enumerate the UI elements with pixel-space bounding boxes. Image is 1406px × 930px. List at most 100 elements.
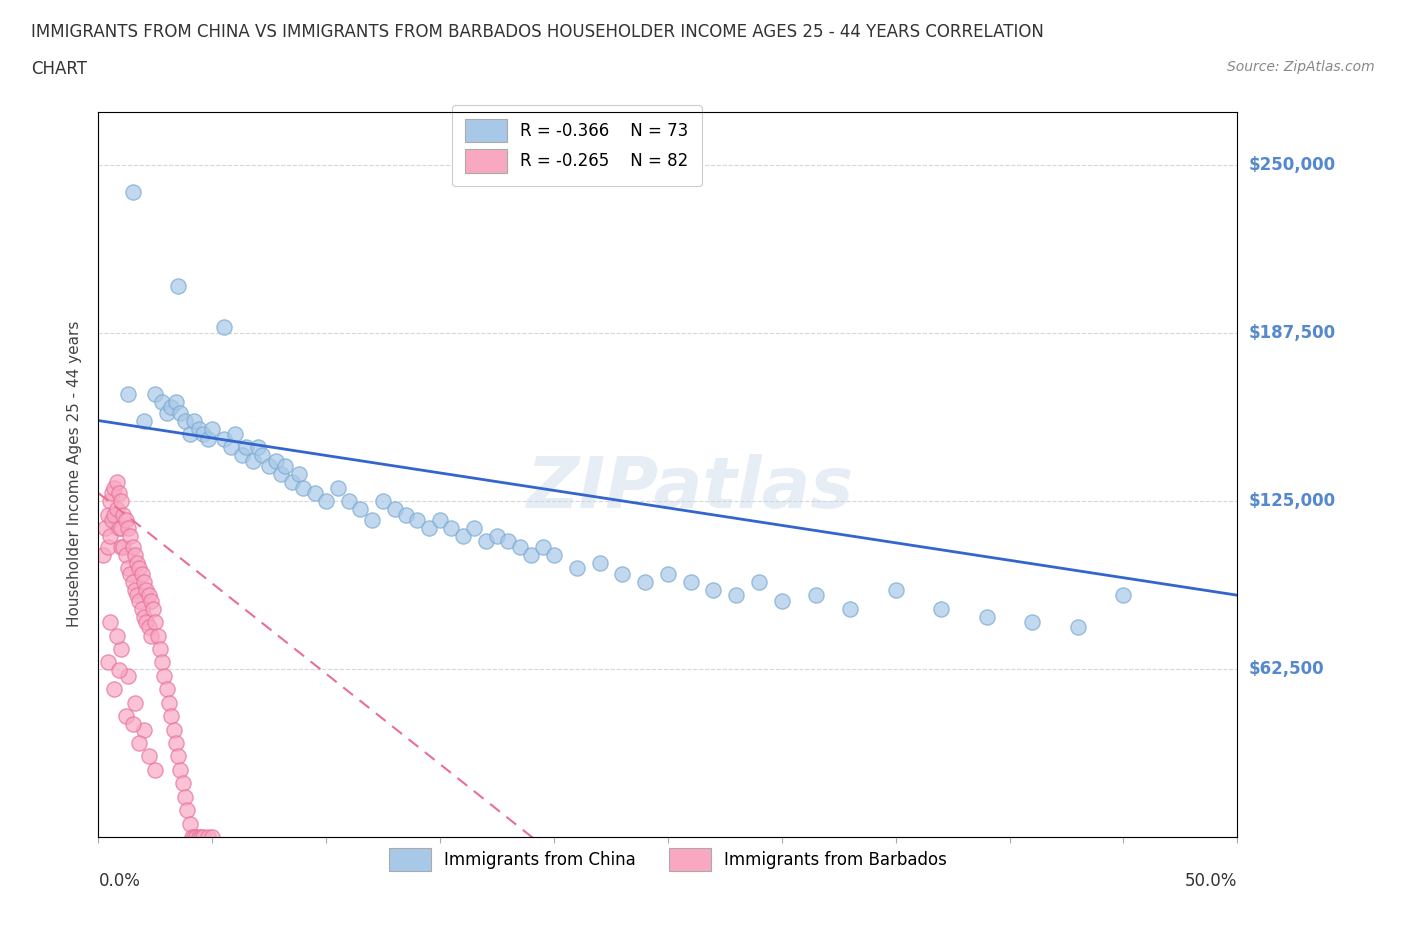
Point	[149, 642, 172, 657]
Point	[429, 512, 451, 527]
Point	[110, 521, 132, 536]
Point	[145, 615, 167, 630]
Point	[98, 494, 121, 509]
Point	[219, 440, 242, 455]
Point	[531, 539, 554, 554]
Point	[108, 485, 131, 500]
Text: CHART: CHART	[31, 60, 87, 78]
Point	[124, 548, 146, 563]
Point	[114, 709, 136, 724]
Point	[101, 485, 124, 500]
Point	[183, 830, 205, 844]
Point	[337, 494, 360, 509]
Point	[1112, 588, 1135, 603]
Point	[1067, 620, 1090, 635]
Text: Source: ZipAtlas.com: Source: ZipAtlas.com	[1227, 60, 1375, 74]
Point	[451, 528, 474, 543]
Point	[259, 458, 281, 473]
Point	[157, 696, 180, 711]
Point	[288, 467, 311, 482]
Point	[162, 722, 184, 737]
Point	[138, 749, 160, 764]
Point	[165, 394, 187, 409]
Point	[197, 432, 219, 446]
Point	[224, 427, 246, 442]
Point	[201, 421, 224, 436]
Point	[174, 790, 197, 804]
Point	[187, 830, 209, 844]
Point	[96, 507, 118, 522]
Point	[108, 663, 131, 678]
Point	[121, 717, 143, 732]
Point	[634, 575, 657, 590]
Point	[98, 528, 121, 543]
Point	[96, 539, 118, 554]
Point	[725, 588, 748, 603]
Point	[384, 502, 406, 517]
Point	[498, 534, 520, 549]
Point	[180, 830, 202, 844]
Point	[103, 682, 125, 697]
Point	[174, 413, 197, 428]
Point	[304, 485, 326, 500]
Point	[105, 475, 128, 490]
Point	[169, 405, 191, 420]
Point	[98, 615, 121, 630]
Text: $250,000: $250,000	[1249, 156, 1336, 174]
Point	[135, 615, 157, 630]
Point	[884, 582, 907, 597]
Point	[612, 566, 634, 581]
Point	[91, 548, 114, 563]
Point	[929, 601, 952, 616]
Point	[127, 588, 149, 603]
Point	[406, 512, 429, 527]
Point	[235, 440, 257, 455]
Point	[138, 620, 160, 635]
Point	[132, 413, 155, 428]
Point	[96, 655, 118, 670]
Text: $62,500: $62,500	[1249, 660, 1324, 678]
Point	[131, 601, 153, 616]
Point	[839, 601, 862, 616]
Point	[679, 575, 702, 590]
Point	[145, 386, 167, 401]
Point	[120, 566, 142, 581]
Point	[804, 588, 827, 603]
Text: ZIPatlas: ZIPatlas	[527, 455, 855, 524]
Point	[565, 561, 588, 576]
Point	[105, 502, 128, 517]
Point	[121, 575, 143, 590]
Point	[242, 454, 264, 469]
Point	[124, 696, 146, 711]
Point	[315, 494, 337, 509]
Point	[1021, 615, 1043, 630]
Point	[132, 609, 155, 624]
Point	[326, 480, 349, 495]
Point	[103, 507, 125, 522]
Point	[146, 628, 169, 643]
Point	[520, 548, 543, 563]
Point	[976, 609, 998, 624]
Point	[145, 763, 167, 777]
Point	[114, 548, 136, 563]
Point	[139, 593, 162, 608]
Point	[108, 521, 131, 536]
Point	[169, 763, 191, 777]
Point	[212, 319, 235, 334]
Point	[246, 440, 269, 455]
Point	[190, 830, 212, 844]
Point	[160, 400, 183, 415]
Point	[212, 432, 235, 446]
Point	[139, 628, 162, 643]
Point	[463, 521, 485, 536]
Point	[112, 539, 135, 554]
Point	[197, 830, 219, 844]
Point	[176, 803, 198, 817]
Point	[657, 566, 679, 581]
Point	[360, 512, 382, 527]
Point	[127, 555, 149, 570]
Point	[117, 386, 139, 401]
Point	[135, 582, 157, 597]
Point	[150, 655, 173, 670]
Point	[231, 448, 253, 463]
